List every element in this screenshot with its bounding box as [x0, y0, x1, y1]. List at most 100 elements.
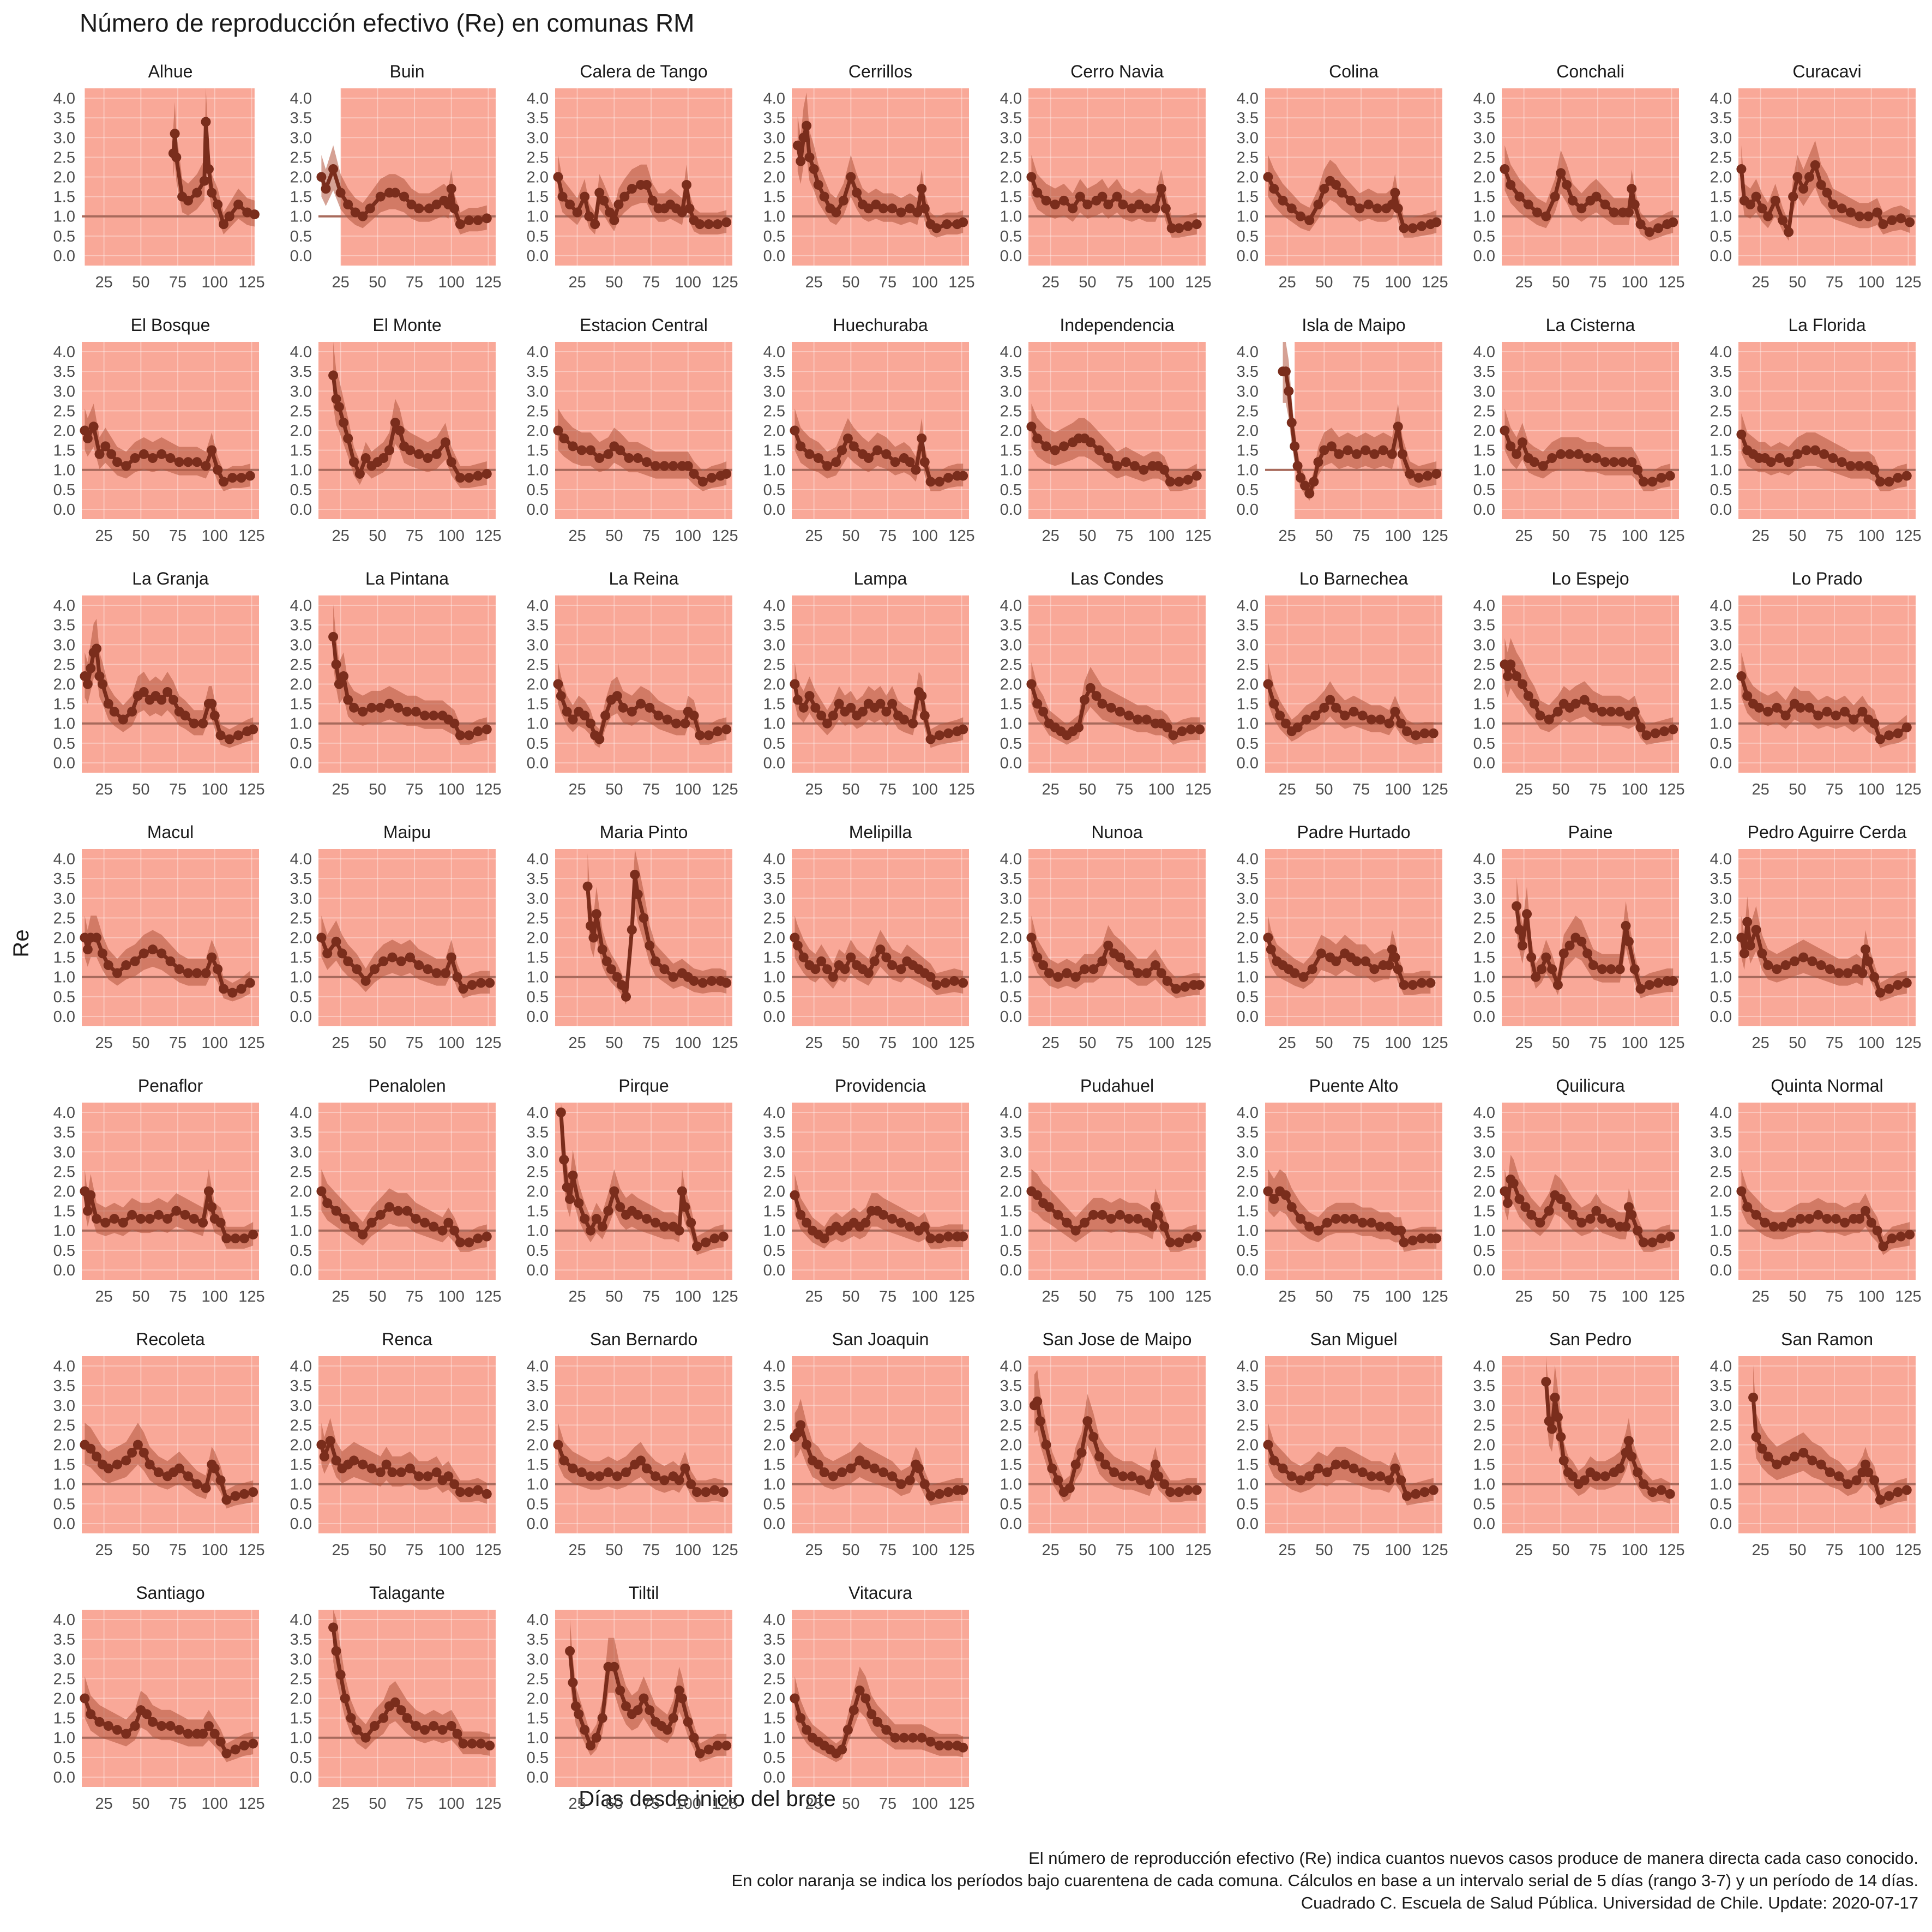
- data-point: [813, 179, 823, 190]
- data-point: [875, 944, 886, 955]
- data-point: [1127, 1471, 1137, 1482]
- data-point: [1875, 1495, 1885, 1505]
- x-tick-label: 125: [475, 1288, 501, 1305]
- y-tick-label: 1.0: [290, 462, 312, 479]
- data-point: [1816, 179, 1826, 190]
- data-point: [1349, 1463, 1359, 1473]
- x-tick-label: 100: [1385, 274, 1411, 291]
- y-tick-label: 1.0: [527, 1476, 549, 1494]
- data-point: [1748, 1392, 1759, 1403]
- data-point: [1639, 1479, 1648, 1489]
- x-tick-label: 125: [475, 1034, 501, 1052]
- data-point: [1517, 940, 1527, 950]
- y-tick-label: 3.5: [1237, 1124, 1259, 1141]
- x-tick-label: 25: [1042, 781, 1059, 798]
- data-point: [881, 707, 892, 717]
- data-point: [1798, 952, 1809, 962]
- data-point: [1387, 449, 1397, 459]
- data-point: [476, 978, 486, 988]
- data-point: [183, 457, 193, 467]
- data-point: [189, 1214, 199, 1224]
- data-point: [1313, 457, 1323, 467]
- data-point: [414, 960, 424, 971]
- data-point: [1032, 1397, 1043, 1407]
- panel-title: Curacavi: [1792, 62, 1861, 81]
- data-point: [1304, 215, 1315, 225]
- y-tick-label: 1.0: [290, 1223, 312, 1240]
- y-tick-label: 3.5: [1710, 870, 1732, 888]
- x-tick-label: 50: [605, 1034, 623, 1052]
- data-point: [919, 1221, 930, 1232]
- data-point: [165, 453, 176, 464]
- data-point: [180, 1209, 190, 1220]
- data-point: [1639, 477, 1648, 487]
- x-tick-label: 50: [1552, 527, 1569, 545]
- data-point: [790, 1190, 800, 1200]
- data-point: [239, 1233, 249, 1244]
- y-tick-label: 2.0: [527, 423, 549, 440]
- data-point: [1556, 1432, 1566, 1442]
- data-point: [1162, 722, 1172, 732]
- data-point: [641, 179, 652, 190]
- x-tick-label: 125: [712, 527, 738, 545]
- data-point: [1789, 956, 1799, 966]
- x-tick-label: 25: [805, 527, 822, 545]
- data-point: [1795, 1214, 1805, 1224]
- data-point: [565, 1646, 575, 1656]
- y-tick-label: 2.5: [53, 1163, 75, 1181]
- y-tick-label: 1.0: [290, 1730, 312, 1747]
- data-point: [881, 449, 892, 459]
- data-point: [130, 453, 140, 464]
- data-point: [718, 1487, 729, 1497]
- y-tick-label: 3.5: [763, 1377, 785, 1395]
- x-tick-label: 50: [369, 1288, 386, 1305]
- y-tick-label: 3.0: [53, 890, 75, 907]
- y-tick-label: 4.0: [53, 344, 75, 361]
- data-point: [908, 1732, 918, 1743]
- y-tick-label: 1.5: [1710, 949, 1732, 967]
- data-point: [1269, 1194, 1279, 1204]
- y-tick-label: 4.0: [1710, 597, 1732, 615]
- data-point: [352, 964, 362, 974]
- data-point: [1816, 1459, 1826, 1470]
- data-point: [712, 726, 723, 737]
- data-point: [375, 1209, 386, 1220]
- data-point: [402, 1713, 412, 1723]
- x-tick-label: 50: [369, 274, 386, 291]
- data-point: [82, 944, 93, 955]
- data-point: [574, 1198, 584, 1208]
- data-point: [1062, 968, 1072, 978]
- data-point: [233, 200, 244, 210]
- y-tick-label: 2.0: [763, 1437, 785, 1454]
- data-point: [1097, 191, 1108, 202]
- y-tick-label: 0.5: [53, 735, 75, 753]
- x-tick-label: 25: [1515, 781, 1532, 798]
- data-point: [899, 714, 909, 725]
- data-point: [88, 422, 99, 432]
- y-tick-label: 1.5: [763, 1710, 785, 1728]
- x-tick-label: 100: [202, 1288, 228, 1305]
- data-point: [207, 952, 217, 962]
- data-point: [1615, 707, 1625, 717]
- data-point: [553, 1440, 563, 1450]
- y-tick-label: 1.5: [527, 696, 549, 713]
- data-point: [1763, 211, 1773, 221]
- panel-title: La Granja: [132, 569, 209, 588]
- data-point: [1893, 980, 1903, 990]
- y-tick-label: 3.5: [1000, 1124, 1022, 1141]
- y-tick-label: 0.0: [1237, 755, 1259, 772]
- y-tick-label: 4.0: [1473, 344, 1495, 361]
- y-tick-label: 2.0: [1710, 423, 1732, 440]
- data-point: [1506, 659, 1516, 670]
- y-tick-label: 2.0: [1710, 169, 1732, 186]
- y-tick-label: 3.0: [1473, 1397, 1495, 1415]
- data-point: [121, 1729, 131, 1739]
- panel-title: Buin: [389, 62, 424, 81]
- data-point: [121, 960, 131, 971]
- data-point: [1600, 1471, 1610, 1482]
- data-point: [118, 714, 128, 725]
- y-tick-label: 1.5: [527, 1456, 549, 1474]
